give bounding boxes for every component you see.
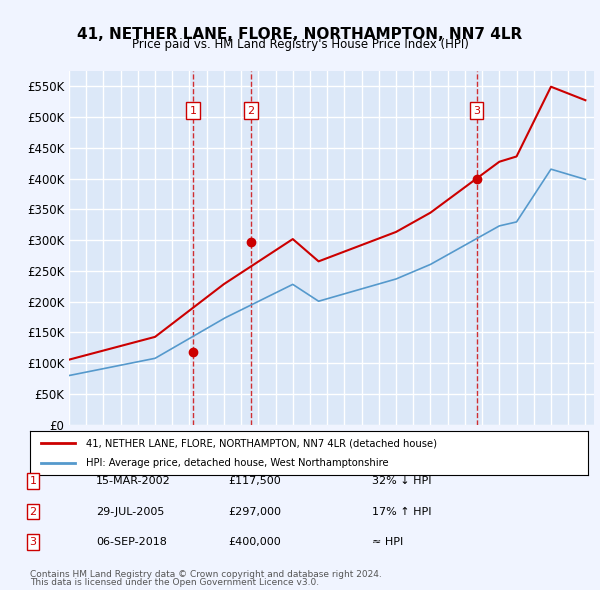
Text: 32% ↓ HPI: 32% ↓ HPI [372, 476, 431, 486]
Text: £400,000: £400,000 [228, 537, 281, 547]
Text: HPI: Average price, detached house, West Northamptonshire: HPI: Average price, detached house, West… [86, 458, 388, 467]
Text: £297,000: £297,000 [228, 507, 281, 516]
Text: 1: 1 [29, 476, 37, 486]
Text: 17% ↑ HPI: 17% ↑ HPI [372, 507, 431, 516]
Text: 2: 2 [29, 507, 37, 516]
Text: Price paid vs. HM Land Registry's House Price Index (HPI): Price paid vs. HM Land Registry's House … [131, 38, 469, 51]
Text: 06-SEP-2018: 06-SEP-2018 [96, 537, 167, 547]
Text: 41, NETHER LANE, FLORE, NORTHAMPTON, NN7 4LR: 41, NETHER LANE, FLORE, NORTHAMPTON, NN7… [77, 27, 523, 41]
Text: 15-MAR-2002: 15-MAR-2002 [96, 476, 171, 486]
Text: 29-JUL-2005: 29-JUL-2005 [96, 507, 164, 516]
Text: £117,500: £117,500 [228, 476, 281, 486]
Text: 3: 3 [473, 106, 480, 116]
Text: Contains HM Land Registry data © Crown copyright and database right 2024.: Contains HM Land Registry data © Crown c… [30, 571, 382, 579]
Text: ≈ HPI: ≈ HPI [372, 537, 403, 547]
Text: 1: 1 [190, 106, 197, 116]
Text: This data is licensed under the Open Government Licence v3.0.: This data is licensed under the Open Gov… [30, 578, 319, 587]
Text: 2: 2 [247, 106, 254, 116]
Text: 3: 3 [29, 537, 37, 547]
Text: 41, NETHER LANE, FLORE, NORTHAMPTON, NN7 4LR (detached house): 41, NETHER LANE, FLORE, NORTHAMPTON, NN7… [86, 438, 437, 448]
